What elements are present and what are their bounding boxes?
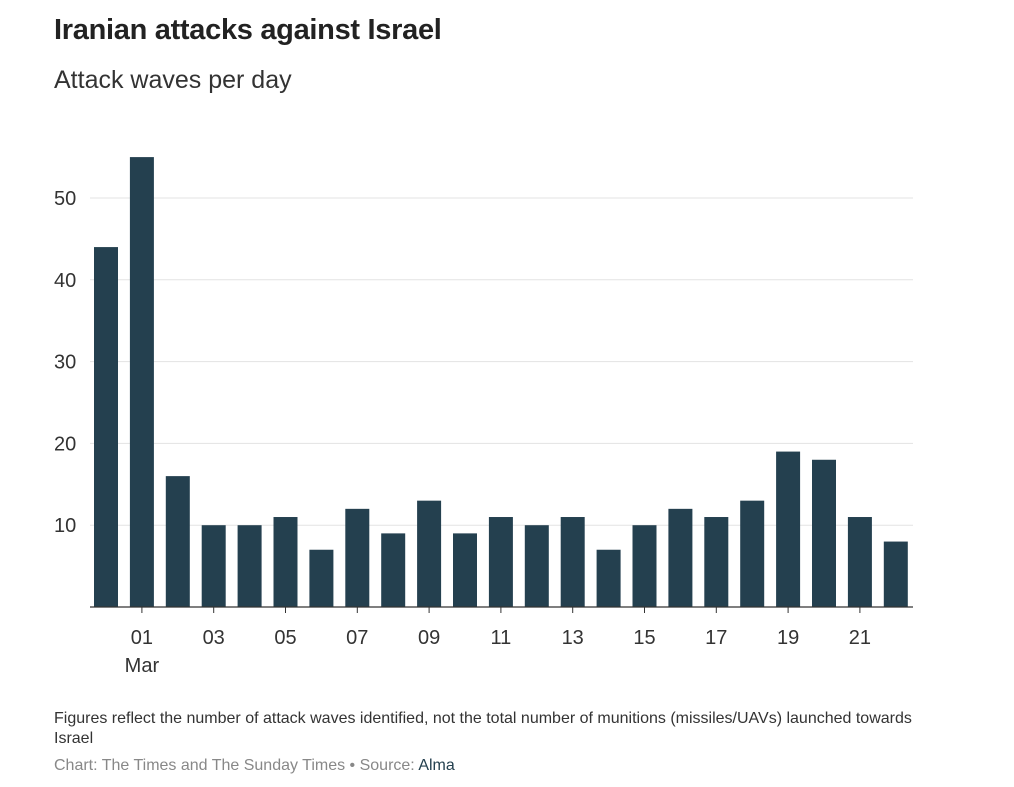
x-tick-label: 05 [274, 627, 296, 649]
bar-chart: 10 20 30 40 50 01 Mar 03 05 07 09 11 13 15 17 19 21 [54, 157, 913, 677]
x-tick-label: 11 [491, 627, 512, 649]
bar-22 [883, 541, 908, 607]
x-tick-label: 17 [705, 627, 727, 649]
bar-18 [740, 500, 765, 607]
chart-credit: Chart: The Times and The Sunday Times • … [54, 757, 455, 775]
bar-01 [129, 157, 154, 607]
y-tick-label: 10 [54, 515, 76, 537]
x-tick-label: 13 [562, 627, 584, 649]
y-tick-label: 50 [54, 188, 76, 210]
x-tick-label: 19 [777, 627, 799, 649]
bar-13 [560, 517, 585, 607]
bar-28 [94, 247, 118, 607]
x-tick-label: 01 [131, 627, 153, 649]
bar-19 [776, 451, 801, 607]
bar-15 [632, 525, 657, 607]
bar-07 [345, 508, 370, 607]
bar-21 [847, 517, 872, 607]
axes: 10 20 30 40 50 01 Mar 03 05 07 09 11 13 15 17 19 21 [54, 188, 913, 677]
x-tick-label: 09 [418, 627, 440, 649]
bar-03 [201, 525, 226, 607]
source-link[interactable]: Alma [418, 757, 455, 774]
bars [94, 157, 908, 607]
x-tick-month-label: Mar [125, 655, 160, 677]
y-tick-label: 20 [54, 433, 76, 455]
x-tick-label: 03 [203, 627, 225, 649]
bar-08 [381, 533, 406, 607]
bar-17 [704, 517, 729, 607]
bar-10 [453, 533, 477, 607]
bar-06 [309, 549, 334, 607]
x-tick-label: 21 [849, 627, 871, 649]
bar-04 [237, 525, 262, 607]
bar-20 [812, 459, 836, 607]
bar-12 [524, 525, 549, 607]
bar-14 [596, 549, 621, 607]
bar-16 [668, 508, 693, 607]
bar-11 [488, 517, 513, 607]
chart-subtitle: Attack waves per day [54, 66, 292, 94]
footnote: Figures reflect the number of attack wav… [54, 710, 912, 747]
chart-title: Iranian attacks against Israel [54, 14, 442, 46]
y-tick-label: 30 [54, 352, 76, 374]
y-tick-label: 40 [54, 270, 76, 292]
x-tick-label: 15 [633, 627, 655, 649]
x-tick-label: 07 [346, 627, 368, 649]
bar-09 [417, 500, 442, 607]
bar-02 [165, 476, 190, 607]
credit-prefix: Chart: The Times and The Sunday Times • … [54, 757, 419, 774]
bar-05 [273, 517, 298, 607]
